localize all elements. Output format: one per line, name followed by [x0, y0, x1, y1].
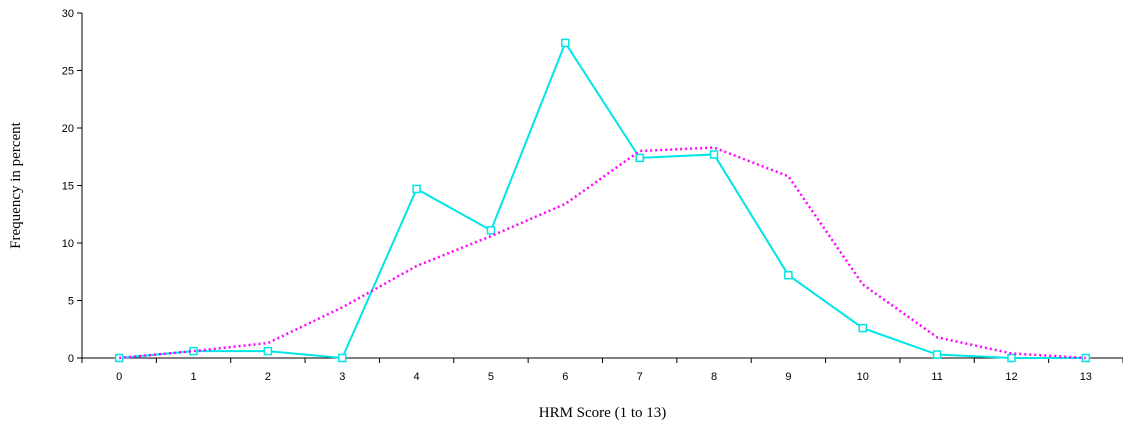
series-1-marker — [338, 353, 347, 363]
series-1-marker — [858, 323, 867, 333]
x-tick-label: 13 — [1080, 371, 1092, 383]
x-tick-label: 10 — [857, 371, 869, 383]
y-tick-label: 30 — [62, 8, 74, 20]
x-tick-label: 5 — [488, 371, 494, 383]
x-tick-label: 9 — [785, 371, 791, 383]
series-1-marker — [561, 38, 570, 48]
y-tick-label: 5 — [68, 296, 74, 308]
x-tick-label: 0 — [116, 371, 122, 383]
y-tick-label: 25 — [62, 66, 74, 78]
x-tick-label: 3 — [339, 371, 345, 383]
y-tick-label: 0 — [68, 353, 74, 365]
series-1-marker — [1007, 353, 1016, 363]
x-tick-label: 6 — [562, 371, 568, 383]
x-tick-label: 12 — [1005, 371, 1017, 383]
y-axis: 0 5 10 15 20 25 30 — [62, 8, 83, 365]
y-tick-label: 15 — [62, 181, 74, 193]
x-axis: 0 1 2 3 4 5 6 7 8 9 10 11 12 13 — [81, 357, 1123, 383]
x-tick-label: 11 — [931, 371, 942, 383]
x-tick-label: 7 — [637, 371, 643, 383]
x-tick-label: 1 — [190, 371, 196, 383]
x-tick-label: 2 — [265, 371, 271, 383]
series-1-marker — [263, 346, 273, 356]
series-1-marker — [932, 350, 942, 359]
series-1-marker — [189, 346, 198, 356]
x-tick-label: 8 — [711, 371, 717, 383]
y-axis-title: Frequency in percent — [8, 121, 24, 248]
x-tick-label: 4 — [414, 371, 420, 383]
series-1-line — [119, 40, 1086, 360]
series-layer — [114, 38, 1091, 363]
series-1-marker — [709, 150, 719, 159]
series-1-marker — [412, 184, 421, 194]
x-axis-title: HRM Score (1 to 13) — [539, 405, 667, 421]
series-1-marker — [784, 270, 793, 280]
series-1-marker — [635, 153, 644, 163]
y-tick-label: 20 — [62, 123, 74, 135]
y-tick-label: 10 — [62, 238, 74, 250]
series-2-line — [119, 146, 1086, 360]
series-1-marker — [486, 226, 496, 235]
